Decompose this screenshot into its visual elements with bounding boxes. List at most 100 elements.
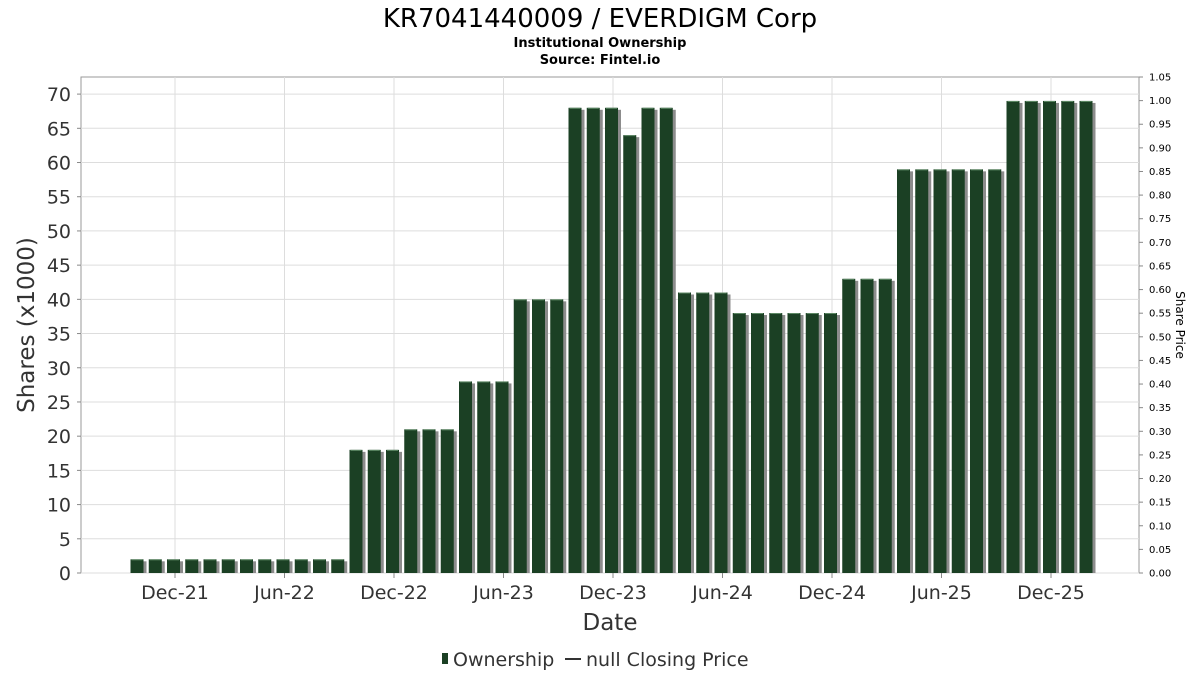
ownership-bar [659, 107, 673, 574]
ownership-bar [586, 107, 600, 574]
ownership-bar [1006, 100, 1020, 573]
x-tick-label: Jun-23 [472, 582, 534, 604]
x-tick-label: Dec-23 [579, 582, 647, 604]
y-tick-label: 45 [47, 255, 71, 277]
y2-tick-label: 0.30 [1149, 427, 1171, 438]
ownership-bar [221, 559, 235, 573]
ownership-bar [714, 292, 728, 573]
ownership-bar [167, 559, 180, 573]
y-tick-label: 25 [47, 392, 71, 414]
ownership-bar [1043, 100, 1056, 573]
legend-ownership-label: Ownership [453, 649, 554, 671]
ownership-bar [367, 449, 381, 573]
ownership-bar [842, 278, 856, 573]
ownership-bar [1024, 100, 1038, 573]
x-tick-label: Jun-25 [910, 582, 972, 604]
y-tick-label: 55 [47, 187, 71, 209]
y2-tick-label: 0.35 [1149, 403, 1171, 414]
y-tick-label: 60 [47, 153, 71, 175]
y2-tick-label: 0.10 [1149, 521, 1171, 532]
ownership-bar [477, 381, 491, 573]
y2-tick-label: 1.05 [1149, 73, 1171, 84]
y2-tick-label: 1.00 [1149, 96, 1171, 107]
y-tick-label: 15 [47, 460, 71, 482]
y2-tick-label: 0.95 [1149, 120, 1171, 131]
y2-axis-ticks: 0.00 0.05 0.10 0.15 0.20 0.25 0.30 0.35 0.40 0.45… [1139, 73, 1171, 580]
y2-tick-label: 0.05 [1149, 545, 1171, 556]
y-tick-label: 30 [47, 358, 71, 380]
ownership-bar [678, 292, 691, 573]
y-tick-label: 10 [47, 495, 71, 517]
ownership-bar [751, 313, 764, 573]
y-tick-label: 50 [47, 221, 71, 243]
ownership-bar [148, 559, 162, 573]
ownership-bar [240, 559, 253, 573]
ownership-bar [349, 449, 363, 573]
x-axis-label: Date [583, 610, 638, 636]
ownership-bar [568, 107, 582, 574]
ownership-bar [805, 313, 819, 573]
y2-tick-label: 0.15 [1149, 498, 1171, 509]
ownership-bar [897, 169, 910, 573]
legend-ownership-swatch [442, 653, 448, 664]
ownership-bar [824, 313, 837, 573]
y2-tick-label: 0.40 [1149, 380, 1171, 391]
x-tick-label: Jun-24 [691, 582, 753, 604]
x-tick-label: Dec-25 [1017, 582, 1085, 604]
ownership-bar [459, 381, 472, 573]
y2-tick-label: 0.20 [1149, 474, 1171, 485]
y2-tick-label: 0.80 [1149, 191, 1171, 202]
ownership-bar [915, 169, 929, 573]
ownership-bar [860, 278, 874, 573]
ownership-bar [769, 313, 783, 573]
ownership-bar [440, 429, 454, 573]
ownership-bar [130, 559, 144, 573]
ownership-bar [185, 559, 199, 573]
y-tick-label: 0 [59, 563, 71, 585]
ownership-bar [732, 313, 746, 573]
ownership-bars [130, 100, 1096, 574]
y-tick-label: 5 [59, 529, 71, 551]
ownership-bar [294, 559, 308, 573]
y2-tick-label: 0.55 [1149, 309, 1171, 320]
chart-source: Source: Fintel.io [540, 53, 661, 68]
ownership-bar [203, 559, 217, 573]
x-axis-ticks: Dec-21 Jun-22 Dec-22 Jun-23 Dec-23 Jun-24 Dec-… [141, 573, 1085, 604]
ownership-bar [970, 169, 983, 573]
y-axis-label: Shares (x1000) [14, 237, 40, 413]
ownership-bar [933, 169, 947, 573]
ownership-bar [258, 559, 272, 573]
chart-title: KR7041440009 / EVERDIGM Corp [383, 4, 817, 34]
ownership-bar [605, 107, 618, 574]
y2-tick-label: 0.25 [1149, 450, 1171, 461]
y2-axis-label: Share Price [1173, 291, 1187, 359]
x-tick-label: Jun-22 [253, 582, 315, 604]
y2-tick-label: 0.75 [1149, 214, 1171, 225]
ownership-bar [495, 381, 509, 573]
y2-tick-label: 0.60 [1149, 285, 1171, 296]
y-tick-label: 70 [47, 84, 71, 106]
ownership-bar [1079, 100, 1093, 573]
x-tick-label: Dec-24 [798, 582, 866, 604]
y2-tick-label: 0.50 [1149, 332, 1171, 343]
ownership-bar [696, 292, 710, 573]
y2-tick-label: 0.65 [1149, 261, 1171, 272]
ownership-bar [276, 559, 290, 573]
ownership-bar [532, 299, 545, 573]
y2-tick-label: 0.45 [1149, 356, 1171, 367]
y-axis-ticks: 0 5 10 15 20 25 30 35 40 45 50 55 60 65 70 [47, 84, 81, 585]
ownership-bar [641, 107, 655, 574]
ownership-bar [878, 278, 892, 573]
ownership-bar [313, 559, 326, 573]
ownership-bar [988, 169, 1002, 573]
y-tick-label: 65 [47, 118, 71, 140]
ownership-bar [951, 169, 965, 573]
y2-tick-label: 0.90 [1149, 143, 1171, 154]
y-tick-label: 35 [47, 324, 71, 346]
ownership-bar [623, 135, 637, 573]
legend-price-label: null Closing Price [586, 649, 749, 671]
y2-tick-label: 0.70 [1149, 238, 1171, 249]
ownership-bar [513, 299, 527, 573]
ownership-bar [331, 559, 345, 573]
